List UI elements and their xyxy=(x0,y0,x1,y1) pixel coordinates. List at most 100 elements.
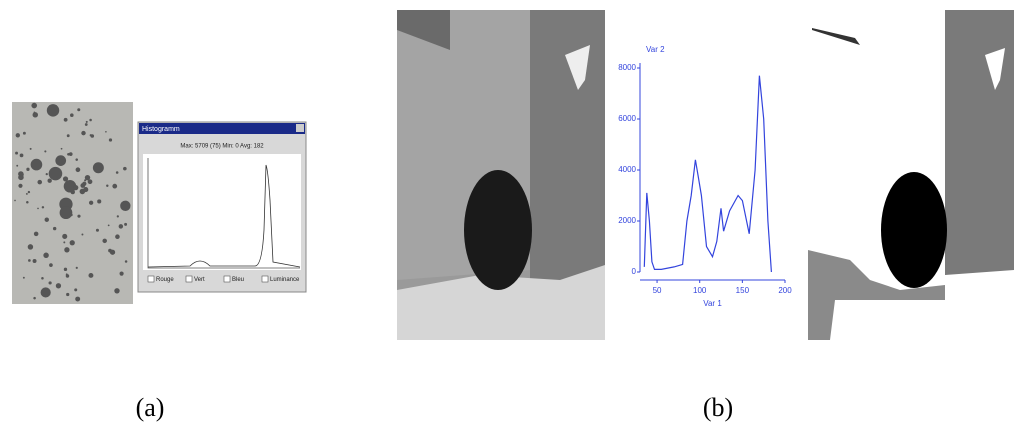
droplet xyxy=(49,263,53,267)
droplet xyxy=(70,189,76,195)
droplet xyxy=(41,206,45,209)
droplet xyxy=(27,190,31,194)
checkbox[interactable] xyxy=(261,275,269,283)
caption: (b) xyxy=(703,393,733,422)
histogram-line xyxy=(643,75,772,273)
y-tick-label: 2000 xyxy=(618,216,636,225)
droplet xyxy=(115,234,120,239)
droplet xyxy=(88,200,94,205)
droplet-image xyxy=(12,102,133,304)
x-tick-label: 50 xyxy=(653,286,662,295)
droplet xyxy=(118,224,124,229)
droplet xyxy=(77,108,81,112)
droplet xyxy=(63,117,68,122)
option-label: Vert xyxy=(194,277,205,283)
axes xyxy=(147,158,300,269)
droplet xyxy=(25,192,28,195)
droplet xyxy=(44,150,47,153)
droplet xyxy=(67,152,70,156)
droplet xyxy=(85,120,88,123)
droplet xyxy=(44,217,49,222)
droplet xyxy=(87,179,93,185)
droplet xyxy=(107,224,110,227)
droplet xyxy=(37,179,43,185)
droplet xyxy=(66,292,70,297)
droplet xyxy=(29,147,32,150)
droplet xyxy=(73,185,79,191)
y-axis-label: Var 2 xyxy=(646,45,665,54)
droplet xyxy=(75,266,78,269)
checkbox[interactable] xyxy=(147,275,155,283)
y-tick-label: 8000 xyxy=(618,63,636,72)
ball-region xyxy=(881,172,947,288)
droplet xyxy=(26,167,30,171)
table xyxy=(397,265,605,340)
stats: Max: 5709 (75) Min: 0 Avg: 182 xyxy=(180,144,264,150)
droplet xyxy=(48,166,63,181)
droplet xyxy=(62,233,68,239)
droplet xyxy=(123,166,127,171)
droplet xyxy=(74,288,78,292)
droplet xyxy=(69,240,75,246)
droplet xyxy=(55,283,62,289)
droplet xyxy=(19,153,24,158)
droplet xyxy=(15,133,21,138)
droplet xyxy=(81,233,84,236)
droplet xyxy=(40,287,51,298)
droplet xyxy=(18,183,23,188)
droplet xyxy=(47,178,52,183)
x-tick-label: 100 xyxy=(693,286,707,295)
droplet xyxy=(66,134,70,138)
droplet xyxy=(52,226,57,231)
droplet xyxy=(32,112,39,118)
droplet xyxy=(22,131,26,135)
droplet xyxy=(97,199,102,204)
droplet xyxy=(63,180,77,193)
droplet xyxy=(55,155,67,166)
window-title: Histogramm xyxy=(142,126,180,133)
droplet xyxy=(88,272,94,278)
droplet xyxy=(32,259,37,263)
droplet xyxy=(43,252,49,259)
title-bar xyxy=(139,123,305,134)
droplet xyxy=(63,267,68,272)
table-region xyxy=(808,250,945,340)
droplet xyxy=(75,296,81,302)
y-tick-label: 4000 xyxy=(618,165,636,174)
droplet xyxy=(92,162,104,174)
droplet xyxy=(64,247,70,253)
droplet xyxy=(119,271,124,276)
x-axis-label: Var 1 xyxy=(703,299,722,308)
droplet xyxy=(82,181,87,186)
droplet xyxy=(108,138,113,142)
histogram-curve xyxy=(147,164,301,268)
droplet xyxy=(120,200,131,211)
droplet xyxy=(116,215,119,218)
droplet xyxy=(75,167,81,173)
droplet xyxy=(30,158,43,171)
droplet xyxy=(33,296,36,300)
droplet xyxy=(33,111,36,114)
droplet xyxy=(15,151,18,155)
droplet xyxy=(81,130,86,136)
droplet xyxy=(41,277,44,280)
plot-area xyxy=(143,154,301,270)
shadow-region xyxy=(812,28,860,45)
droplet xyxy=(27,244,34,250)
droplet xyxy=(89,134,92,137)
droplet xyxy=(46,104,60,117)
x-tick-label: 150 xyxy=(736,286,750,295)
close-button[interactable] xyxy=(296,124,304,132)
droplet xyxy=(84,179,87,182)
droplet xyxy=(77,214,81,218)
droplet xyxy=(109,249,116,255)
droplet xyxy=(60,147,63,150)
option-label: Luminance xyxy=(270,277,300,283)
checkbox[interactable] xyxy=(223,275,231,283)
droplets xyxy=(14,102,131,302)
droplet xyxy=(124,260,128,263)
checkbox[interactable] xyxy=(185,275,193,283)
droplet xyxy=(22,276,25,279)
droplet xyxy=(70,113,74,117)
